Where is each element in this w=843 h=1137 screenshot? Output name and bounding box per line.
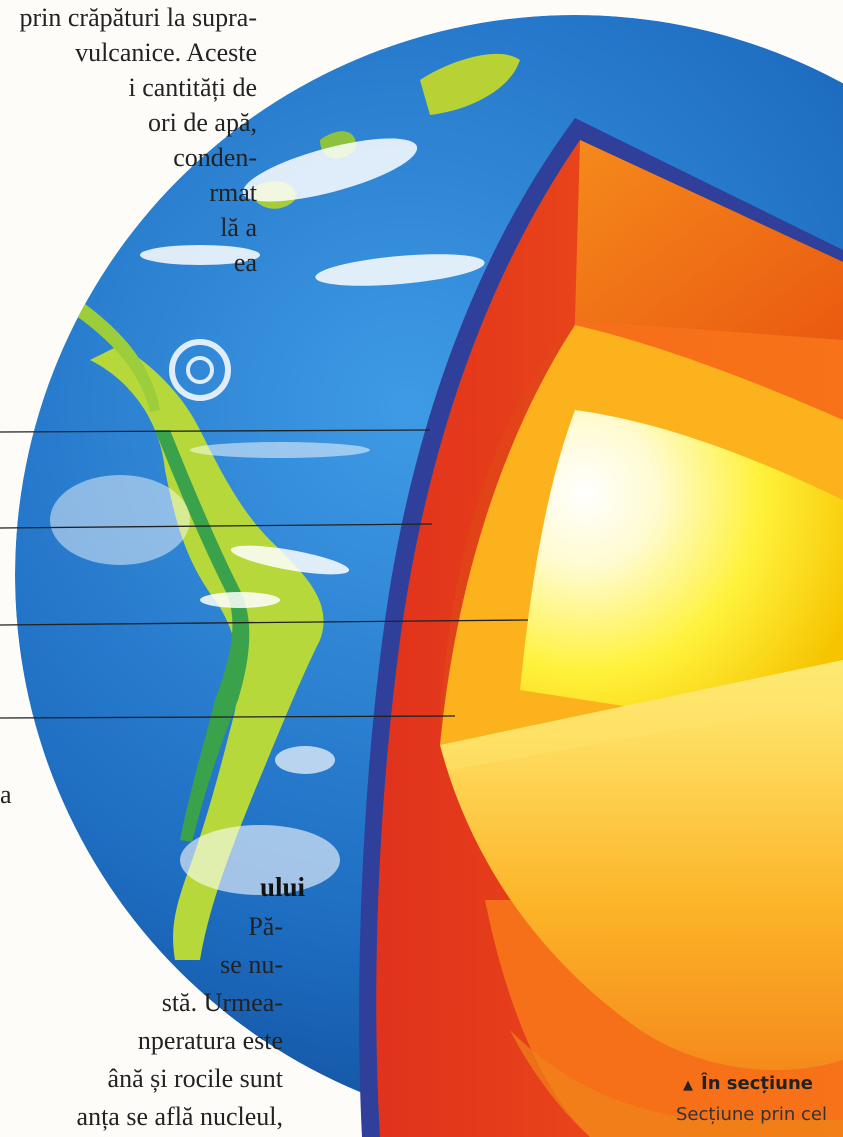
caption-title: ▲ În secțiune <box>683 1073 813 1094</box>
mantle-layer <box>575 140 843 340</box>
caption-title-text: În secțiune <box>701 1073 813 1094</box>
body-text-bottom: Pă- se nu- stă. Urmea- nperatura este ân… <box>77 908 283 1136</box>
text-line: anța se află nucleul, <box>76 1102 283 1131</box>
label-leader-lines <box>0 429 529 719</box>
body-text-top: prin crăpături la supra- vulcanice. Aces… <box>19 0 257 280</box>
text-line: ori de apă, <box>147 108 257 137</box>
text-line: prin crăpături la supra- <box>19 3 257 32</box>
text-fragment: a <box>0 780 12 809</box>
text-line: i cantități de <box>128 73 257 102</box>
text-line: ea <box>233 248 257 277</box>
text-line: rmat <box>209 178 257 207</box>
text-line: conden- <box>173 143 257 172</box>
text-line: nperatura este <box>137 1026 283 1055</box>
leader-line-outer-core <box>0 619 529 626</box>
inner-core-layer <box>520 410 843 740</box>
text-line: lă a <box>220 213 257 242</box>
text-line: Pă- <box>248 912 283 941</box>
continent-central-america <box>75 300 160 412</box>
earth-layers-cutaway <box>359 118 843 1137</box>
section-heading: ului <box>259 872 305 902</box>
leader-line-crust <box>0 429 431 433</box>
core-bowl <box>440 660 843 1070</box>
text-line: se nu- <box>220 950 283 979</box>
text-line: stă. Urmea- <box>161 988 283 1017</box>
leader-line-inner-core <box>0 715 456 719</box>
triangle-up-icon: ▲ <box>683 1078 693 1093</box>
leader-line-mantle <box>0 523 433 529</box>
clouds <box>50 138 485 895</box>
text-line: vulcanice. Aceste <box>75 38 257 67</box>
caption-text: Secțiune prin cel <box>676 1104 827 1125</box>
text-line: ână și rocile sunt <box>107 1064 283 1093</box>
